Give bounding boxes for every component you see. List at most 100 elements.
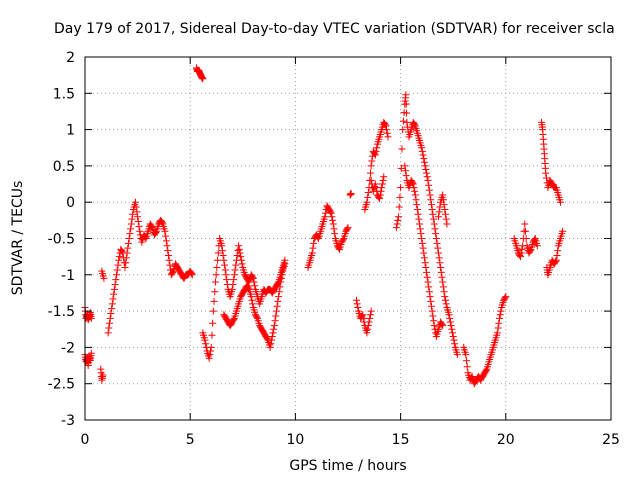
chart-title: Day 179 of 2017, Sidereal Day-to-day VTE… bbox=[54, 21, 615, 37]
data-point bbox=[420, 155, 428, 163]
data-point bbox=[463, 357, 471, 365]
data-point bbox=[399, 126, 407, 134]
data-point bbox=[330, 225, 338, 233]
data-point bbox=[163, 242, 171, 250]
data-point bbox=[517, 249, 525, 257]
data-point bbox=[366, 169, 374, 177]
data-point bbox=[249, 273, 257, 281]
data-point bbox=[127, 225, 135, 233]
data-point bbox=[439, 278, 447, 286]
y-tick-label: 0 bbox=[66, 195, 75, 211]
data-point bbox=[270, 325, 278, 333]
data-point bbox=[433, 239, 441, 247]
data-point bbox=[425, 283, 433, 291]
data-point bbox=[441, 210, 449, 218]
data-point bbox=[363, 329, 371, 337]
data-point bbox=[437, 268, 445, 276]
data-point bbox=[309, 244, 317, 252]
data-point bbox=[495, 319, 503, 327]
y-tick-label: 0.5 bbox=[53, 159, 75, 175]
data-point bbox=[129, 210, 137, 218]
data-point bbox=[328, 213, 336, 221]
data-point bbox=[425, 288, 433, 296]
data-point bbox=[235, 245, 243, 253]
data-point bbox=[106, 319, 114, 327]
data-point bbox=[436, 259, 444, 267]
data-point bbox=[432, 230, 440, 238]
data-point bbox=[108, 300, 116, 308]
data-point bbox=[272, 312, 280, 320]
data-point bbox=[554, 247, 562, 255]
data-point bbox=[394, 216, 402, 224]
data-point bbox=[383, 129, 391, 137]
data-point bbox=[141, 233, 149, 241]
data-point bbox=[493, 329, 501, 337]
data-point bbox=[428, 205, 436, 213]
data-point bbox=[522, 235, 530, 242]
data-point bbox=[420, 249, 428, 257]
data-point bbox=[276, 283, 284, 291]
data-point bbox=[335, 244, 343, 252]
data-point bbox=[267, 340, 275, 348]
y-axis-label: SDTVAR / TECUs bbox=[10, 181, 26, 296]
data-point bbox=[418, 235, 426, 242]
data-point bbox=[409, 179, 417, 187]
data-point bbox=[435, 208, 443, 216]
data-point bbox=[494, 324, 502, 332]
data-point bbox=[434, 213, 442, 221]
data-point bbox=[438, 273, 446, 281]
data-point bbox=[114, 261, 122, 269]
x-axis-label: GPS time / hours bbox=[289, 458, 406, 474]
data-point bbox=[329, 216, 337, 224]
data-point bbox=[411, 191, 419, 199]
data-point bbox=[383, 126, 391, 134]
data-point bbox=[426, 191, 434, 199]
data-point bbox=[439, 322, 447, 330]
data-point bbox=[397, 184, 405, 192]
data-point bbox=[275, 288, 283, 296]
data-point bbox=[165, 256, 173, 264]
data-point bbox=[206, 351, 214, 359]
data-point bbox=[123, 249, 131, 257]
data-point bbox=[124, 239, 132, 247]
data-point bbox=[339, 236, 347, 244]
data-point bbox=[115, 253, 123, 261]
data-point bbox=[427, 196, 435, 204]
data-point bbox=[210, 297, 218, 305]
data-point bbox=[368, 157, 376, 165]
data-point bbox=[422, 166, 430, 174]
data-point bbox=[402, 172, 410, 180]
data-point bbox=[518, 245, 526, 253]
data-point bbox=[207, 347, 215, 355]
data-point bbox=[238, 260, 246, 268]
data-point bbox=[128, 215, 136, 223]
data-point bbox=[430, 322, 438, 330]
data-point bbox=[354, 303, 362, 311]
y-tick-label: -2 bbox=[61, 340, 75, 356]
data-point bbox=[124, 244, 132, 252]
data-point bbox=[274, 297, 282, 305]
data-point bbox=[420, 158, 428, 166]
data-point bbox=[110, 290, 118, 298]
data-point bbox=[439, 191, 447, 199]
data-point bbox=[377, 187, 385, 195]
data-point bbox=[542, 174, 550, 182]
plot-frame bbox=[84, 56, 612, 421]
data-point bbox=[496, 311, 504, 319]
data-point bbox=[495, 314, 503, 322]
data-point bbox=[359, 314, 367, 322]
data-point bbox=[329, 220, 337, 228]
x-tick-label: 5 bbox=[186, 432, 195, 448]
data-point bbox=[467, 374, 475, 382]
data-point bbox=[218, 242, 226, 250]
data-point bbox=[367, 307, 375, 315]
data-point bbox=[253, 313, 261, 321]
data-point bbox=[310, 239, 318, 247]
data-point bbox=[419, 151, 427, 159]
data-point bbox=[249, 274, 257, 282]
data-point bbox=[106, 314, 114, 322]
data-point bbox=[430, 220, 438, 228]
data-point bbox=[402, 91, 410, 99]
data-point bbox=[451, 340, 459, 348]
data-point bbox=[244, 284, 252, 292]
